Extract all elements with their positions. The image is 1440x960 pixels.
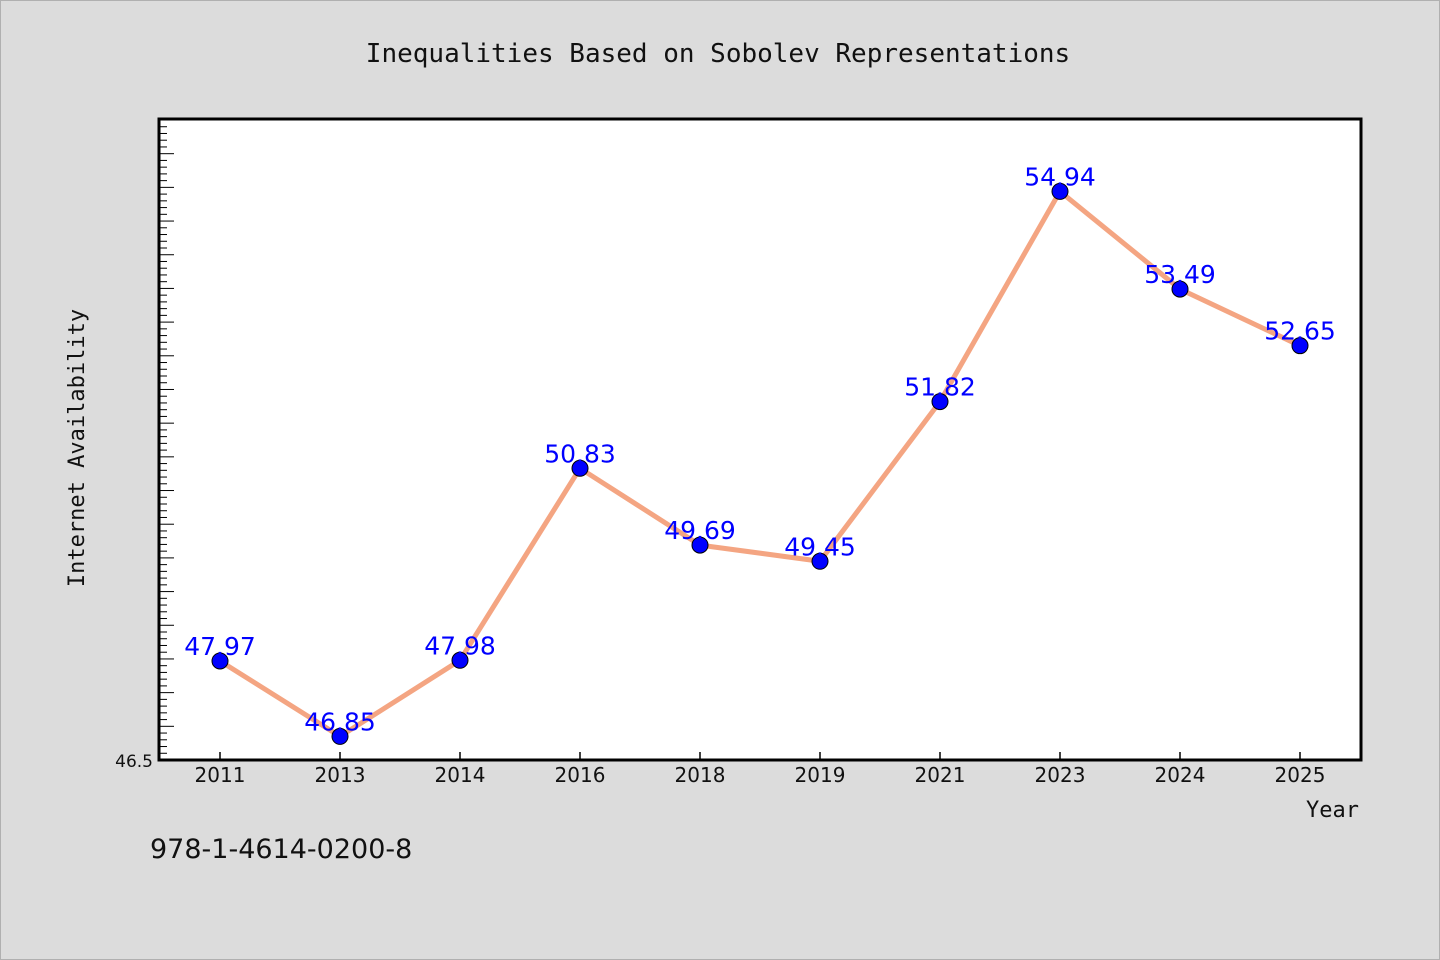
data-label: 47.97 xyxy=(184,632,256,661)
data-label: 46.85 xyxy=(304,707,376,736)
data-point xyxy=(451,651,469,669)
data-label: 54.94 xyxy=(1024,162,1096,191)
data-label: 50.83 xyxy=(544,439,616,468)
series-line xyxy=(217,188,1303,739)
data-point xyxy=(931,393,949,411)
x-axis-label: Year xyxy=(1306,798,1359,823)
x-tick-label: 2013 xyxy=(315,763,366,787)
x-tick-label: 2021 xyxy=(915,763,966,787)
data-point xyxy=(691,536,709,554)
y-axis-label: Internet Availability xyxy=(65,309,90,587)
plot-area xyxy=(157,117,1363,762)
x-tick-label: 2023 xyxy=(1035,763,1086,787)
x-tick-label: 2016 xyxy=(555,763,606,787)
data-point xyxy=(1171,280,1189,298)
data-label: 52.65 xyxy=(1264,317,1336,346)
x-tick-label: 2011 xyxy=(195,763,246,787)
data-label: 49.45 xyxy=(784,532,856,561)
x-axis-ticks xyxy=(219,752,1301,760)
data-markers xyxy=(211,182,1309,745)
x-axis-tick-labels: 2011 2013 2014 2016 2018 2019 2021 2023 2024 2025 xyxy=(195,763,1326,787)
data-point xyxy=(1291,337,1309,355)
x-tick-label: 2024 xyxy=(1155,763,1206,787)
x-tick-label: 2025 xyxy=(1275,763,1326,787)
x-tick-label: 2018 xyxy=(675,763,726,787)
data-label: 53.49 xyxy=(1144,260,1216,289)
chart-title: Inequalities Based on Sobolev Representa… xyxy=(366,39,1070,69)
data-point xyxy=(811,552,829,570)
isbn-text: 978-1-4614-0200-8 xyxy=(150,834,413,865)
x-tick-label: 2019 xyxy=(795,763,846,787)
x-tick-label: 2014 xyxy=(435,763,486,787)
data-point xyxy=(331,727,349,745)
data-label: 51.82 xyxy=(904,373,976,402)
y-axis-tick-label: 46.5 xyxy=(115,752,153,772)
data-value-labels: 47.97 46.85 47.98 50.83 49.69 49.45 51.82 54.94… xyxy=(184,162,1336,736)
data-label: 49.69 xyxy=(664,516,736,545)
data-point xyxy=(211,652,229,670)
data-point xyxy=(571,459,589,477)
data-point xyxy=(1051,182,1069,200)
data-label: 47.98 xyxy=(424,631,496,660)
y-axis-ticks xyxy=(160,126,174,761)
